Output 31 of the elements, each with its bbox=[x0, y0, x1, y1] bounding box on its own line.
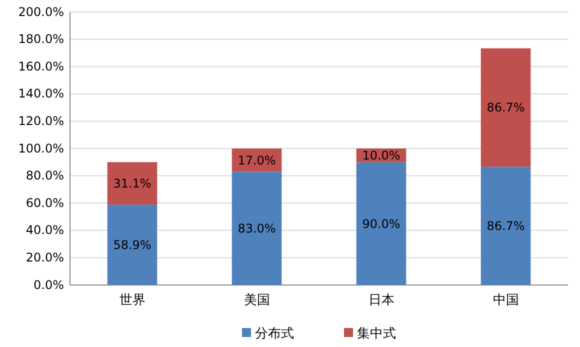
data-label: 86.7% bbox=[486, 219, 525, 234]
y-tick-label: 200.0% bbox=[18, 4, 64, 19]
y-tick-label: 60.0% bbox=[26, 196, 64, 210]
data-label: 58.9% bbox=[113, 238, 152, 252]
y-tick-label: 120.0% bbox=[18, 114, 64, 128]
bar bbox=[107, 162, 158, 205]
bar bbox=[356, 162, 406, 285]
data-label: 10.0% bbox=[362, 148, 400, 163]
x-tick-label: 日本 bbox=[368, 293, 394, 308]
data-label: 90.0% bbox=[362, 216, 400, 231]
data-label: 17.0% bbox=[238, 153, 276, 168]
data-label: 86.7% bbox=[486, 100, 525, 115]
y-tick-label: 160.0% bbox=[18, 59, 64, 74]
y-tick-label: 180.0% bbox=[18, 32, 64, 46]
y-tick-label: 140.0% bbox=[18, 86, 64, 101]
x-tick-label: 中国 bbox=[492, 293, 519, 308]
y-tick-label: 80.0% bbox=[26, 168, 64, 183]
legend-label: 分布式 bbox=[255, 326, 294, 342]
legend-label: 集中式 bbox=[357, 326, 396, 342]
y-tick-label: 100.0% bbox=[18, 141, 64, 156]
x-tick-label: 世界 bbox=[119, 293, 146, 308]
bar bbox=[480, 48, 531, 167]
y-tick-label: 0.0% bbox=[34, 278, 64, 292]
bar bbox=[232, 172, 282, 285]
x-tick-label: 美国 bbox=[244, 292, 270, 308]
bar bbox=[107, 204, 158, 285]
bar bbox=[480, 166, 531, 285]
data-label: 83.0% bbox=[238, 222, 276, 236]
y-tick-label: 20.0% bbox=[26, 250, 64, 265]
y-tick-label: 40.0% bbox=[26, 223, 64, 238]
data-label: 31.1% bbox=[113, 176, 152, 191]
